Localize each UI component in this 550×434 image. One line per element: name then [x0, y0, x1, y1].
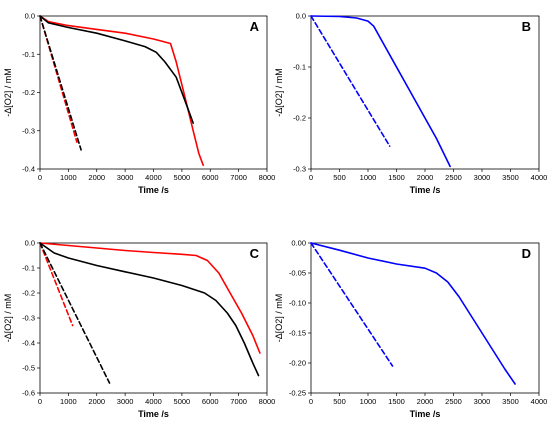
- y-tick-label: -0.4: [22, 339, 35, 348]
- x-tick-label: 3000: [117, 173, 134, 182]
- x-tick-label: 2000: [417, 397, 434, 406]
- panel-b: 0 500 1000 1500 2000 2500 3000 3500 40000.0-0.1-…: [274, 12, 547, 195]
- x-tick-label: 4000: [531, 397, 548, 406]
- y-tick-label: 0.0: [25, 239, 35, 248]
- trace-line-1: [39, 15, 194, 124]
- x-axis-label: Time /s: [410, 185, 441, 195]
- x-tick-label: 0: [38, 173, 42, 182]
- x-tick-label: 2000: [88, 397, 105, 406]
- plot-frame: [310, 15, 540, 170]
- x-tick-label: 0: [309, 397, 313, 406]
- plot-frame: [310, 242, 540, 394]
- x-tick-label: 2500: [445, 397, 462, 406]
- y-tick-label: -0.6: [22, 389, 35, 398]
- trace-line-1: [39, 242, 260, 377]
- x-tick-label: 1000: [60, 173, 77, 182]
- y-tick-label: 0.0: [25, 12, 35, 21]
- y-tick-label: -0.3: [22, 126, 35, 135]
- x-tick-label: 2000: [417, 173, 434, 182]
- y-tick-label: -0.3: [22, 314, 35, 323]
- y-tick-label: 0.0: [296, 12, 306, 21]
- x-tick-label: 1000: [60, 397, 77, 406]
- x-tick-label: 4000: [145, 173, 162, 182]
- x-tick-label: 0: [38, 397, 42, 406]
- x-tick-label: 500: [333, 397, 346, 406]
- y-tick-label: -0.4: [22, 165, 35, 174]
- x-axis-label: Time /s: [138, 185, 169, 195]
- panel-label: D: [522, 246, 531, 261]
- y-tick-label: -0.1: [22, 50, 35, 59]
- y-tick-label: -0.2: [293, 114, 306, 123]
- x-tick-label: 1000: [360, 173, 377, 182]
- x-tick-label: 1500: [388, 173, 405, 182]
- x-tick-label: 5000: [174, 397, 191, 406]
- x-tick-label: 4000: [531, 173, 548, 182]
- trace-line-0: [310, 15, 451, 168]
- x-tick-label: 2500: [445, 173, 462, 182]
- dashed-fit-line-3: [39, 242, 111, 384]
- x-axis-label: Time /s: [138, 409, 169, 419]
- y-tick-label: -0.1: [293, 63, 306, 72]
- x-tick-label: 7000: [230, 397, 247, 406]
- y-axis-label: -Δ[O2] / mM: [3, 68, 13, 117]
- x-tick-label: 3000: [474, 397, 491, 406]
- x-axis-label: Time /s: [410, 409, 441, 419]
- dashed-fit-line-1: [310, 15, 391, 147]
- panel-label: C: [250, 246, 260, 261]
- x-tick-label: 7000: [230, 173, 247, 182]
- x-tick-label: 8000: [259, 173, 276, 182]
- x-tick-label: 1000: [360, 397, 377, 406]
- y-tick-label: -0.15: [289, 329, 306, 338]
- dashed-fit-line-1: [310, 242, 394, 367]
- dashed-fit-line-2: [39, 242, 74, 327]
- y-tick-label: -0.10: [289, 299, 306, 308]
- x-tick-label: 8000: [259, 397, 276, 406]
- y-tick-label: -0.2: [22, 88, 35, 97]
- x-tick-label: 3000: [474, 173, 491, 182]
- dashed-fit-line-3: [39, 15, 82, 151]
- y-tick-label: -0.2: [22, 289, 35, 298]
- x-tick-label: 1500: [388, 397, 405, 406]
- dashed-fit-line-2: [39, 15, 78, 143]
- y-axis-label: -Δ[O2] / mM: [3, 294, 13, 343]
- x-tick-label: 500: [333, 173, 346, 182]
- x-tick-label: 4000: [145, 397, 162, 406]
- y-axis-label: -Δ[O2] / mM: [274, 68, 284, 117]
- panel-a: 0 1000 2000 3000 4000 5000 6000 7000 8000 0.0 -0.1…: [3, 12, 275, 195]
- y-tick-label: -0.05: [289, 269, 306, 278]
- y-tick-label: -0.25: [289, 389, 306, 398]
- trace-line-0: [39, 15, 204, 166]
- trace-line-0: [310, 242, 516, 385]
- y-tick-label: 0.00: [291, 239, 306, 248]
- y-tick-label: -0.5: [22, 364, 35, 373]
- y-tick-label: -0.3: [293, 165, 306, 174]
- x-tick-label: 3000: [117, 397, 134, 406]
- panel-d: 0 500 1000 1500 2000 2500 3000 3500 4000 0.00 -0.0…: [274, 239, 547, 419]
- x-tick-label: 0: [309, 173, 313, 182]
- y-axis-label: -Δ[O2] / mM: [274, 294, 284, 343]
- y-tick-label: -0.1: [22, 264, 35, 273]
- trace-line-0: [39, 242, 261, 354]
- x-tick-label: 3500: [502, 173, 519, 182]
- plot-frame: [39, 242, 268, 394]
- x-tick-label: 3500: [502, 397, 519, 406]
- panel-label: A: [250, 19, 260, 34]
- x-tick-label: 6000: [202, 173, 219, 182]
- x-tick-label: 6000: [202, 397, 219, 406]
- panel-label: B: [522, 19, 531, 34]
- x-tick-label: 5000: [174, 173, 191, 182]
- x-tick-label: 2000: [88, 173, 105, 182]
- panel-c: 0 1000 2000 3000 4000 5000 6000 7000 8000 0.0 -0.1…: [3, 239, 275, 419]
- y-tick-label: -0.20: [289, 359, 306, 368]
